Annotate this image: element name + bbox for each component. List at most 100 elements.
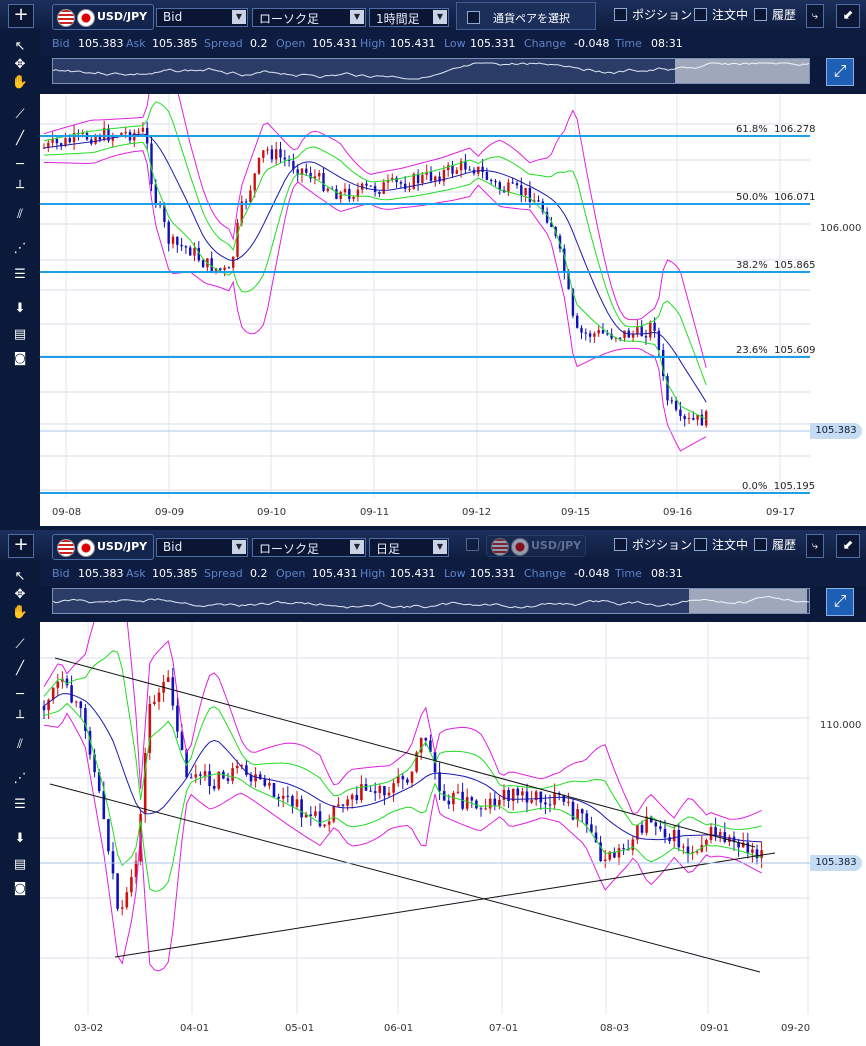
candle-body: [194, 774, 198, 778]
candle-body: [217, 771, 221, 789]
trendline-icon[interactable]: ⟋: [15, 637, 25, 652]
trendline-icon[interactable]: ⟋: [15, 107, 25, 122]
candle-body: [562, 794, 566, 802]
crosshair-cursor-icon[interactable]: ✥: [14, 587, 26, 602]
currency-pair-button[interactable]: USD/JPY: [52, 534, 154, 560]
candle-body: [341, 804, 345, 806]
change-label: Change: [524, 37, 567, 50]
navigator-selection[interactable]: [675, 59, 809, 83]
timeframe-select[interactable]: 1時間足 ▼: [369, 8, 449, 27]
plus-icon[interactable]: +: [8, 4, 34, 28]
history-checkbox[interactable]: [754, 8, 767, 21]
candle-body: [332, 806, 336, 822]
download-icon[interactable]: ⬇: [14, 301, 26, 316]
chevron-down-icon: ▼: [350, 540, 364, 554]
candle-body: [365, 183, 368, 186]
candle-body: [350, 794, 354, 800]
candle-body: [479, 808, 483, 810]
channel-icon[interactable]: ⫽: [17, 207, 23, 222]
candle-body: [268, 783, 271, 786]
fibonacci-icon[interactable]: ☰: [14, 797, 26, 812]
download-icon[interactable]: ⬇: [14, 831, 26, 846]
channel-icon[interactable]: ⫽: [17, 737, 23, 752]
history-checkbox[interactable]: [754, 538, 767, 551]
position-checkbox[interactable]: [614, 538, 627, 551]
cursor-icon[interactable]: ↖: [14, 569, 26, 584]
candle-body: [125, 892, 129, 908]
fibonacci-icon[interactable]: ☰: [14, 267, 26, 282]
fib-level-label: 50.0% 106.071: [736, 192, 816, 203]
vertical-line-icon[interactable]: ┴: [16, 711, 24, 726]
chevron-down-icon: ▼: [232, 10, 246, 24]
horizontal-line-icon[interactable]: ─: [16, 687, 24, 702]
candle-body: [548, 804, 552, 806]
candle-body: [640, 824, 644, 833]
currency-pair-button[interactable]: USD/JPY: [52, 4, 154, 30]
detach-icon[interactable]: ⤷: [806, 4, 824, 28]
hand-icon[interactable]: ✋: [11, 605, 29, 620]
candle-body: [683, 415, 686, 420]
shrink-icon[interactable]: ⬋: [836, 534, 860, 558]
orders-checkbox[interactable]: [694, 538, 707, 551]
navigator-selection[interactable]: [689, 589, 807, 613]
fib-level-label: 61.8% 106.278: [736, 124, 816, 135]
high-value: 105.431: [390, 567, 436, 580]
candle-body: [410, 771, 414, 783]
candle-body: [626, 849, 630, 851]
line-icon[interactable]: ╱: [16, 131, 24, 146]
price-chart[interactable]: [40, 622, 810, 1014]
candle-body: [622, 848, 625, 850]
candle-body: [617, 848, 621, 858]
quote-info-bar: Bid 105.383 Ask 105.385 Spread 0.2 Open …: [40, 560, 866, 586]
zoom-navigator-icon[interactable]: ⤢: [826, 588, 854, 616]
camera-icon[interactable]: ◙: [13, 881, 27, 896]
candle-body: [663, 828, 667, 838]
timeframe-select[interactable]: 日足 ▼: [369, 538, 449, 557]
candle-body: [61, 678, 64, 682]
position-checkbox[interactable]: [614, 8, 627, 21]
candle-body: [166, 677, 170, 682]
change-label: Change: [524, 567, 567, 580]
candle-body: [525, 791, 529, 803]
cursor-icon[interactable]: ↖: [14, 39, 26, 54]
price-type-select[interactable]: Bid ▼: [156, 8, 248, 27]
candle-body: [465, 797, 469, 809]
line-icon[interactable]: ╱: [16, 661, 24, 676]
trendline-support: [114, 852, 776, 958]
camera-icon[interactable]: ◙: [13, 351, 27, 366]
detach-icon[interactable]: ⤷: [806, 534, 824, 558]
pair-select-checkbox[interactable]: [467, 11, 480, 24]
list-icon[interactable]: ▤: [13, 857, 27, 872]
bollinger-lower-1: [43, 702, 762, 892]
orders-checkbox[interactable]: [694, 8, 707, 21]
vertical-line-icon[interactable]: ┴: [16, 181, 24, 196]
pair-select-button[interactable]: 通貨ペアを選択: [456, 2, 596, 30]
price-chart[interactable]: [40, 94, 810, 498]
chart-navigator[interactable]: [52, 58, 810, 84]
compare-pair-checkbox[interactable]: [466, 538, 479, 551]
zoom-navigator-icon[interactable]: ⤢: [826, 58, 854, 86]
fan-icon[interactable]: ⋰: [13, 241, 27, 256]
chart-navigator[interactable]: [52, 588, 810, 614]
candle-body: [236, 222, 239, 257]
candle-body: [507, 182, 510, 193]
chart-type-select[interactable]: ローソク足 ▼: [252, 538, 366, 557]
crosshair-cursor-icon[interactable]: ✥: [14, 57, 26, 72]
price-type-select[interactable]: Bid ▼: [156, 538, 248, 557]
fan-icon[interactable]: ⋰: [13, 771, 27, 786]
time-axis-tick: 09-08: [52, 507, 82, 518]
ask-value: 105.385: [152, 37, 198, 50]
candle-body: [369, 185, 372, 187]
compare-pair-button[interactable]: USD/JPY: [486, 535, 586, 557]
plus-icon[interactable]: +: [8, 534, 34, 558]
shrink-icon[interactable]: ⬋: [836, 4, 860, 28]
hand-icon[interactable]: ✋: [11, 75, 29, 90]
candle-body: [176, 705, 179, 732]
chart-type-select[interactable]: ローソク足 ▼: [252, 8, 366, 27]
horizontal-line-icon[interactable]: ─: [16, 157, 24, 172]
candle-body: [348, 188, 351, 199]
candle-body: [406, 779, 409, 783]
candle-body: [111, 851, 115, 874]
list-icon[interactable]: ▤: [13, 327, 27, 342]
candle-body: [124, 131, 127, 133]
